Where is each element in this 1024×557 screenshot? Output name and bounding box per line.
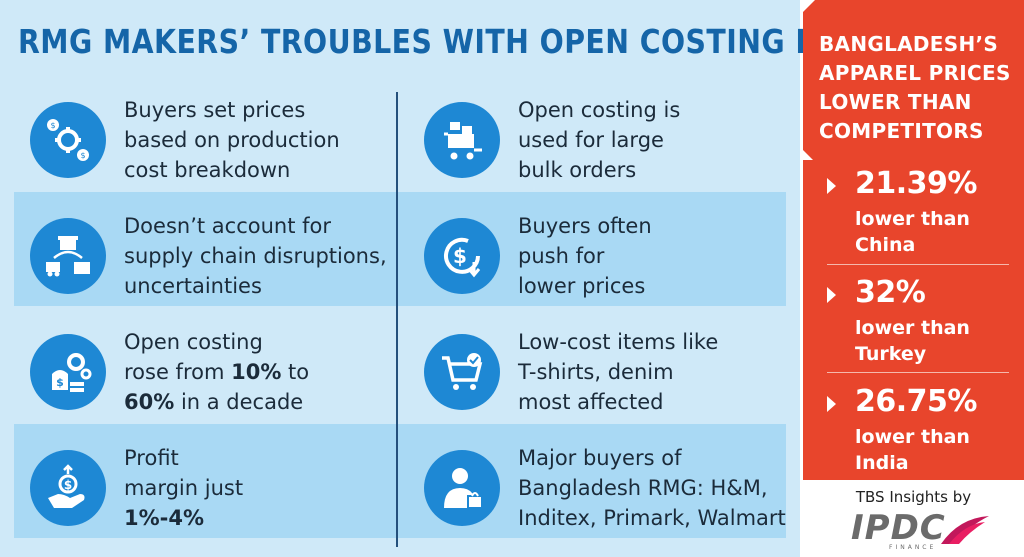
item-text: Buyers set prices based on production co… xyxy=(124,98,340,182)
arrow-right-icon xyxy=(827,287,836,303)
stat-divider xyxy=(827,372,1009,373)
stat-value: 21.39% xyxy=(855,166,977,201)
item-text: Major buyers of Bangladesh RMG: H&M, Ind… xyxy=(518,446,786,530)
stat-label: lower than China xyxy=(855,208,970,256)
logo-text: IPDC xyxy=(851,508,946,548)
shopping-cart-check-icon xyxy=(424,334,500,410)
item-text: Open costing is used for large bulk orde… xyxy=(518,98,681,182)
sidebar-title: BANGLADESH’S APPAREL PRICES LOWER THAN C… xyxy=(819,32,1011,143)
row-band-4 xyxy=(14,424,786,538)
item-text: Low-cost items like T-shirts, denim most… xyxy=(518,330,719,414)
item-text: Open costing rose from 10% to 60% in a d… xyxy=(124,330,310,414)
item-text: Buyers often push for lower prices xyxy=(518,214,652,298)
svg-text:$: $ xyxy=(50,121,55,130)
supply-chain-icon xyxy=(30,218,106,294)
svg-text:$: $ xyxy=(453,244,467,268)
stat-label: lower than India xyxy=(855,426,970,474)
corner-fold xyxy=(803,0,815,12)
logo-subtext: FINANCE xyxy=(889,544,937,551)
headline: RMG MAKERS’ TROUBLES WITH OPEN COSTING M… xyxy=(18,22,937,61)
money-gear-icon: $ xyxy=(30,334,106,410)
item-open-costing-rose: $ Open costing rose from 10% to 60% in a… xyxy=(30,327,384,417)
cart-boxes-icon xyxy=(424,102,500,178)
ipdc-logo: IPDC FINANCE xyxy=(843,508,993,552)
arrow-right-icon xyxy=(827,396,836,412)
price-comparison-panel: BANGLADESH’S APPAREL PRICES LOWER THAN C… xyxy=(803,0,1024,557)
item-profit-margin: $ Profit margin just 1%-4% xyxy=(30,443,384,533)
column-divider xyxy=(396,92,398,547)
buyer-bag-icon xyxy=(424,450,500,526)
item-major-buyers: Major buyers of Bangladesh RMG: H&M, Ind… xyxy=(424,443,798,533)
edge-notch xyxy=(803,150,813,160)
svg-text:$: $ xyxy=(56,376,64,389)
item-text: Profit margin just 1%-4% xyxy=(124,446,244,530)
svg-text:$: $ xyxy=(64,478,72,492)
dollar-down-icon: $ xyxy=(424,218,500,294)
item-open-costing-bulk: Open costing is used for large bulk orde… xyxy=(424,95,778,185)
item-text: Doesn’t account for supply chain disrupt… xyxy=(124,214,387,298)
stat-divider xyxy=(827,264,1009,265)
source-credit: TBS Insights by xyxy=(855,488,972,506)
hand-dollar-icon: $ xyxy=(30,450,106,526)
stat-label: lower than Turkey xyxy=(855,317,970,365)
price-comparison-box xyxy=(803,0,1024,480)
item-supply-chain: Doesn’t account for supply chain disrupt… xyxy=(30,211,404,301)
swoosh-icon xyxy=(941,516,989,544)
arrow-right-icon xyxy=(827,178,836,194)
item-low-cost-items: Low-cost items like T-shirts, denim most… xyxy=(424,327,778,417)
row-band-2 xyxy=(14,192,786,306)
stat-value: 26.75% xyxy=(855,384,977,419)
item-buyers-push: $ Buyers often push for lower prices xyxy=(424,211,778,301)
troubles-panel: RMG MAKERS’ TROUBLES WITH OPEN COSTING M… xyxy=(0,0,937,557)
item-buyers-set-prices: $ $ Buyers set prices based on production… xyxy=(30,95,384,185)
money-gears-icon: $ $ xyxy=(30,102,106,178)
stat-value: 32% xyxy=(855,275,926,310)
svg-text:$: $ xyxy=(80,151,85,160)
